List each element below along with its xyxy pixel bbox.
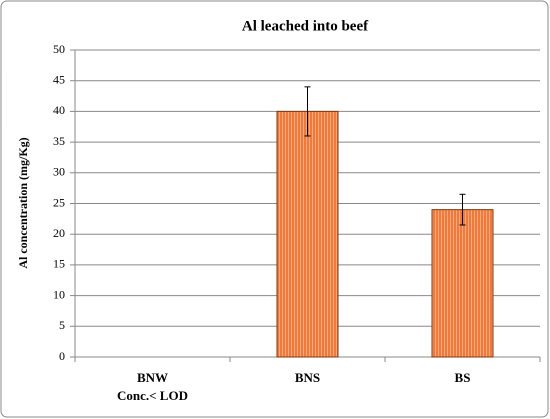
- annotation: Conc.< LOD: [117, 388, 188, 403]
- error-bar: [459, 193, 466, 226]
- y-tick-label: 10: [53, 287, 65, 301]
- y-tick-label: 25: [53, 195, 65, 209]
- chart-title: Al leached into beef: [242, 18, 369, 34]
- x-tick-label: BNW: [137, 370, 168, 385]
- y-axis-title: Al concentration (mg/Kg): [16, 137, 30, 268]
- bar: [431, 209, 494, 358]
- y-tick-label: 45: [53, 72, 65, 86]
- y-tick-label: 30: [53, 165, 65, 179]
- y-tick-label: 5: [59, 318, 65, 332]
- x-tick-label: BNS: [295, 370, 320, 385]
- y-tick-label: 15: [53, 257, 65, 271]
- y-tick-label: 20: [53, 226, 65, 240]
- error-bar: [304, 86, 311, 137]
- y-tick-label: 50: [53, 42, 65, 56]
- x-tick-label: BS: [455, 370, 471, 385]
- y-tick-label: 40: [53, 103, 65, 117]
- y-tick-label: 35: [53, 134, 65, 148]
- y-tick-label: 0: [59, 349, 65, 363]
- bar: [276, 110, 339, 358]
